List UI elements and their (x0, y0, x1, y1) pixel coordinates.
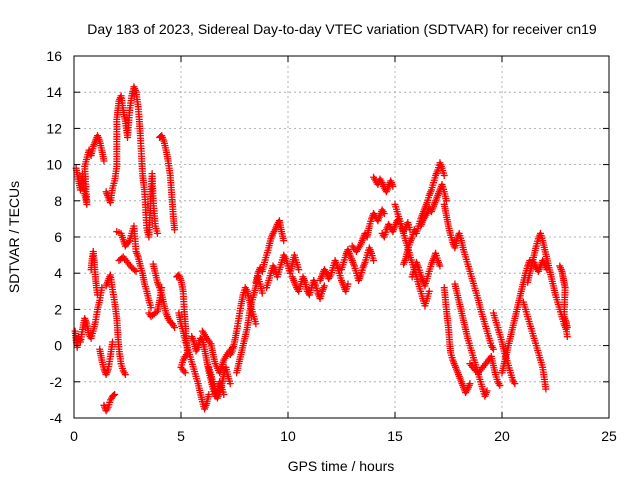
series-s1 (72, 132, 108, 208)
series-s5 (149, 260, 179, 331)
series-s7 (87, 247, 102, 299)
series-s20 (252, 217, 288, 286)
data-point (440, 171, 448, 179)
data-point (197, 335, 205, 343)
x-tick-label: 5 (177, 428, 185, 444)
data-point (181, 369, 189, 377)
series-s8 (96, 338, 117, 379)
series-s38 (519, 298, 550, 393)
data-point (425, 287, 433, 295)
series-s10 (102, 271, 129, 379)
series-s32 (440, 200, 497, 353)
data-point (442, 197, 450, 205)
x-tick-label: 20 (494, 428, 510, 444)
data-point (121, 371, 129, 379)
data-point (100, 157, 108, 165)
series-s23 (316, 257, 352, 295)
data-point (466, 380, 474, 388)
x-tick-label: 0 (70, 428, 78, 444)
data-point (152, 309, 160, 317)
data-point (147, 304, 155, 312)
data-point (171, 324, 179, 331)
data-point (436, 262, 444, 270)
series-s27 (378, 215, 414, 241)
data-point (158, 284, 166, 292)
y-tick-label: 0 (54, 338, 62, 354)
data-point (389, 182, 397, 190)
data-point (543, 266, 551, 274)
series-s30 (408, 249, 444, 290)
data-point (542, 385, 550, 393)
data-point (94, 291, 102, 299)
data-point (109, 338, 117, 346)
data-point (132, 267, 140, 275)
chart-title: Day 183 of 2023, Sidereal Day-to-day VTE… (87, 21, 597, 37)
x-tick-labels: 0 5 10 15 20 25 (70, 428, 617, 444)
data-point (131, 266, 139, 274)
data-point (171, 226, 179, 234)
series-s26 (370, 173, 397, 196)
series-s19 (233, 273, 266, 377)
series-s3 (156, 132, 179, 234)
data-point (153, 229, 161, 237)
data-point (110, 391, 118, 399)
data-point (280, 237, 288, 245)
axis-ticks (73, 55, 610, 419)
y-axis-label: SDTVAR / TECUs (6, 181, 22, 293)
data-point (563, 333, 571, 341)
x-tick-label: 10 (280, 428, 296, 444)
series-s6 (71, 284, 106, 351)
series-s37 (498, 257, 534, 377)
series-s12 (145, 284, 166, 321)
y-tick-label: 16 (46, 48, 62, 64)
series-s16 (205, 363, 234, 402)
data-point (226, 380, 234, 388)
series-s31 (417, 181, 450, 230)
y-tick-label: 2 (54, 301, 62, 317)
series-s40 (530, 257, 551, 275)
data-point (295, 266, 303, 274)
series-s25 (348, 206, 388, 255)
series-s14 (175, 309, 213, 413)
data-point (370, 257, 378, 265)
data-point (563, 324, 571, 331)
series-s11 (115, 253, 140, 275)
series-s9 (100, 390, 119, 415)
data-points (71, 83, 571, 415)
series-s36 (489, 309, 519, 388)
data-point (111, 390, 119, 398)
data-point (258, 289, 266, 297)
data-point (483, 387, 491, 395)
y-tick-label: -4 (50, 410, 63, 426)
data-point (489, 345, 497, 353)
data-point (344, 280, 352, 288)
y-tick-label: 14 (46, 84, 62, 100)
data-point (511, 380, 519, 388)
series-s35 (466, 352, 504, 389)
series-s21 (263, 251, 303, 292)
x-tick-label: 15 (387, 428, 403, 444)
series-s41 (556, 262, 571, 331)
series-s22 (288, 273, 328, 303)
data-point (496, 381, 504, 389)
y-tick-label: 8 (54, 193, 62, 209)
y-tick-labels: -4 -2 0 2 4 6 8 10 12 14 16 (46, 48, 62, 426)
y-tick-label: 10 (46, 157, 62, 173)
x-axis-label: GPS time / hours (288, 458, 395, 474)
y-tick-label: -2 (50, 374, 63, 390)
data-point (320, 282, 328, 290)
data-point (252, 320, 260, 328)
x-tick-label: 25 (601, 428, 617, 444)
series-s2 (102, 83, 161, 241)
series-s4 (113, 222, 155, 312)
y-tick-label: 12 (46, 120, 62, 136)
y-tick-label: 6 (54, 229, 62, 245)
series-s33 (440, 284, 474, 397)
series-s24 (338, 244, 378, 284)
y-tick-label: 4 (54, 265, 62, 281)
data-point (380, 209, 388, 217)
